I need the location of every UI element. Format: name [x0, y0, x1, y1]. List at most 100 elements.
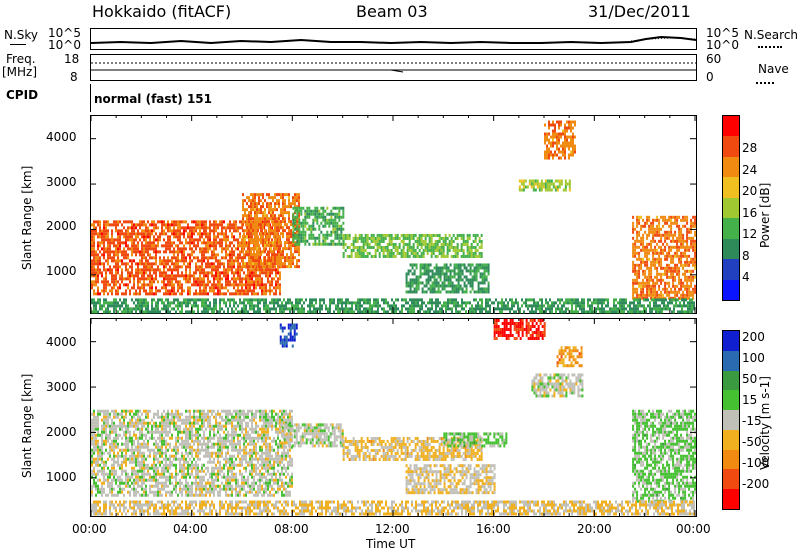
- power-cell: [330, 212, 333, 216]
- power-cell: [288, 256, 290, 260]
- power-cell: [569, 298, 571, 302]
- power-cell: [443, 287, 446, 291]
- power-cell: [99, 292, 101, 296]
- power-cell: [479, 281, 482, 285]
- power-cell: [663, 304, 665, 308]
- power-cell: [167, 292, 169, 296]
- power-cell: [286, 253, 288, 257]
- power-cell: [242, 199, 244, 203]
- power-cell: [629, 304, 631, 308]
- power-cell: [270, 265, 272, 269]
- power-cell: [219, 304, 221, 308]
- power-cell: [298, 242, 301, 246]
- power-cell: [597, 304, 599, 308]
- power-cell: [181, 301, 183, 305]
- power-cell: [129, 238, 131, 242]
- power-cell: [179, 280, 181, 284]
- power-cell: [337, 301, 339, 305]
- power-cell: [185, 274, 187, 278]
- power-cell: [274, 232, 276, 236]
- power-cell: [243, 310, 245, 314]
- power-cell: [548, 126, 550, 130]
- power-cell: [401, 307, 403, 311]
- power-cell: [113, 241, 115, 245]
- power-cell: [111, 241, 113, 245]
- power-cell: [119, 232, 121, 236]
- power-cell: [296, 215, 299, 219]
- power-cell: [682, 245, 685, 249]
- power-cell: [239, 274, 241, 278]
- power-cell: [642, 242, 645, 246]
- power-cell: [272, 208, 274, 212]
- power-cell: [171, 244, 173, 248]
- power-cell: [383, 298, 385, 302]
- power-cell: [353, 301, 355, 305]
- power-cell: [676, 254, 679, 258]
- power-cell: [103, 247, 105, 251]
- power-cell: [530, 179, 533, 183]
- power-cell: [636, 275, 639, 279]
- power-cell: [322, 224, 325, 228]
- power-cell: [413, 263, 416, 267]
- power-cell: [93, 268, 95, 272]
- power-cell: [278, 217, 280, 221]
- power-cell: [540, 185, 543, 189]
- power-cell: [103, 253, 105, 257]
- power-cell: [280, 259, 282, 263]
- power-cell: [239, 265, 241, 269]
- power-cell: [109, 265, 111, 269]
- power-cell: [250, 232, 252, 236]
- power-cell: [246, 235, 248, 239]
- power-cell: [221, 250, 223, 254]
- power-cell: [93, 274, 95, 278]
- power-cell: [434, 239, 437, 243]
- power-cell: [215, 274, 217, 278]
- power-cell: [615, 310, 617, 314]
- power-cell: [474, 248, 477, 252]
- power-cell: [603, 310, 605, 314]
- power-cell: [268, 262, 270, 266]
- power-cell: [235, 283, 237, 287]
- power-cell: [251, 268, 253, 272]
- power-cell: [446, 242, 449, 246]
- power-cell: [634, 248, 637, 252]
- power-cell: [127, 307, 129, 311]
- power-cell: [382, 236, 385, 240]
- power-cell: [589, 304, 591, 308]
- power-cell: [111, 286, 113, 290]
- power-cell: [292, 202, 294, 206]
- power-cell: [640, 224, 643, 228]
- power-cell: [554, 153, 556, 157]
- power-cell: [676, 248, 679, 252]
- power-cell: [137, 286, 139, 290]
- power-cell: [257, 280, 259, 284]
- power-cell: [640, 239, 643, 243]
- power-cell: [217, 241, 219, 245]
- power-cell: [295, 298, 297, 302]
- power-cell: [640, 257, 643, 261]
- power-cell: [268, 229, 270, 233]
- power-cell: [678, 278, 681, 282]
- power-cell: [111, 238, 113, 242]
- power-cell: [617, 310, 619, 314]
- power-cell: [99, 259, 101, 263]
- power-cell: [312, 218, 315, 222]
- power-cell: [422, 254, 425, 258]
- power-cell: [275, 268, 277, 272]
- power-cell: [107, 301, 109, 305]
- power-cell: [552, 132, 554, 136]
- power-cell: [296, 223, 298, 227]
- power-cell: [97, 310, 99, 314]
- power-cell: [509, 310, 511, 314]
- power-cell: [363, 310, 365, 314]
- power-cell: [650, 290, 653, 294]
- power-cell: [177, 304, 179, 308]
- power-cell: [201, 226, 203, 230]
- power-cell: [664, 248, 667, 252]
- power-cell: [252, 205, 254, 209]
- power-cell: [153, 223, 155, 227]
- power-cell: [268, 265, 270, 269]
- power-cell: [667, 307, 669, 311]
- power-cell: [119, 259, 121, 263]
- power-cell: [409, 281, 412, 285]
